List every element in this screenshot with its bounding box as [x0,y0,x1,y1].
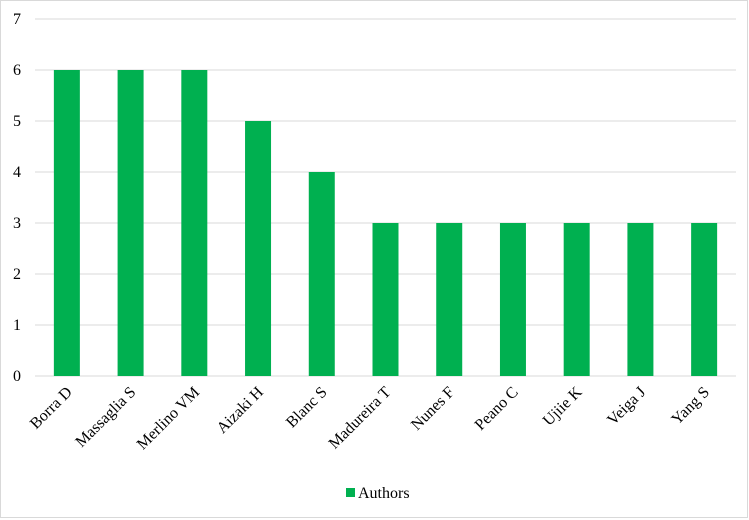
bar [53,70,80,376]
x-category-label: Aizaki H [214,383,267,436]
legend-label-authors: Authors [358,485,410,502]
y-axis-ticks: 0 1 2 3 4 5 6 7 [13,11,21,385]
y-tick-label: 4 [13,164,21,181]
bar [691,223,718,376]
bar [308,172,335,376]
bar [117,70,144,376]
y-tick-label: 2 [13,266,21,283]
legend-swatch-authors [346,488,355,497]
legend: Authors [346,485,410,502]
x-category-label: Madureira T [326,384,395,453]
y-tick-label: 5 [13,113,21,130]
x-category-label: Borra D [27,384,76,433]
bar [563,223,590,376]
x-category-label: Ujiie K [540,383,586,429]
x-category-label: Yang S [668,384,713,429]
bar [181,70,208,376]
y-tick-label: 0 [13,368,21,385]
bar [627,223,654,376]
x-category-label: Massaglia S [72,384,139,451]
x-category-label: Veiga J [604,384,649,429]
bar [499,223,526,376]
y-tick-label: 7 [13,11,21,28]
y-tick-label: 6 [13,62,21,79]
x-category-label: Nunes F [408,384,458,434]
x-category-label: Merlino VM [134,384,203,453]
y-tick-label: 1 [13,317,21,334]
bar [245,121,272,376]
y-tick-label: 3 [13,215,21,232]
bar [372,223,399,376]
x-category-label: Peano C [472,384,522,434]
bar [436,223,463,376]
x-category-label: Blanc S [283,384,331,432]
bars [53,70,718,376]
